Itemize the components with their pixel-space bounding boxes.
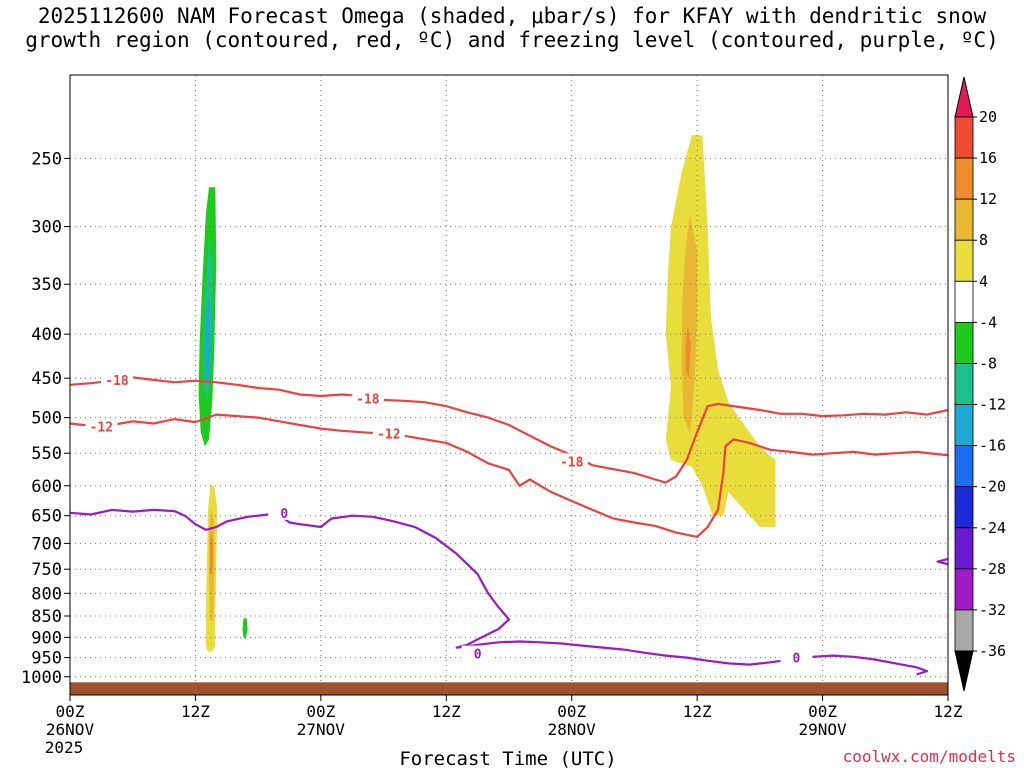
y-tick-label-300: 300 bbox=[31, 218, 62, 238]
y-tick-label-450: 450 bbox=[31, 369, 62, 389]
colorbar-segment-10 bbox=[954, 486, 974, 529]
omega-region-green-spot-lower bbox=[242, 618, 248, 640]
colorbar-segment-8 bbox=[954, 404, 974, 447]
contour-label-dgz-minus18: -18 bbox=[560, 455, 584, 470]
colorbar-segment-2 bbox=[954, 157, 974, 200]
colorbar-segment-1 bbox=[954, 116, 974, 159]
grid-layer bbox=[70, 75, 948, 695]
colorbar-label-12: -32 bbox=[979, 601, 1006, 619]
contour-freezing-level bbox=[69, 508, 929, 676]
contour-dgz-minus18 bbox=[69, 376, 949, 484]
contour-label-freezing-level: 0 bbox=[474, 648, 482, 663]
contour-label-bg-freezing-level bbox=[461, 645, 494, 661]
x-tick-date-24: 27NOV bbox=[297, 720, 346, 739]
x-tick-time-72: 00Z bbox=[808, 702, 837, 721]
x-tick-date-72: 29NOV bbox=[798, 720, 847, 739]
colorbar-segment-6 bbox=[954, 321, 974, 364]
colorbar-segment-7 bbox=[954, 363, 974, 405]
contour-label-bg-freezing-level bbox=[268, 504, 301, 520]
colorbar-label-3: 8 bbox=[979, 231, 988, 249]
colorbar-label-8: -16 bbox=[979, 437, 1006, 455]
y-tick-label-500: 500 bbox=[31, 409, 62, 429]
contour-label-bg-freezing-level bbox=[780, 649, 813, 665]
axes-layer: 2503003504004505005506006507007508008509… bbox=[21, 74, 963, 757]
x-tick-time-48: 00Z bbox=[557, 702, 586, 721]
y-tick-label-750: 750 bbox=[31, 560, 62, 580]
contour-freezing-level-edge bbox=[936, 558, 949, 566]
colorbar-segment-12 bbox=[954, 568, 974, 611]
colorbar-segment-4 bbox=[954, 239, 974, 282]
x-tick-time-60: 12Z bbox=[683, 702, 712, 721]
y-tick-label-550: 550 bbox=[31, 444, 62, 464]
ground-surface bbox=[70, 682, 948, 695]
colorbar-label-2: 12 bbox=[979, 190, 997, 208]
contour-label-freezing-level: 0 bbox=[793, 652, 801, 667]
contour-label-dgz-minus12: -12 bbox=[90, 420, 113, 435]
y-tick-label-700: 700 bbox=[31, 534, 62, 554]
colorbar-label-4: 4 bbox=[979, 272, 988, 290]
x-tick-date-48: 28NOV bbox=[548, 720, 597, 739]
colorbar-top-triangle bbox=[954, 76, 974, 118]
contour-label-dgz-minus18: -18 bbox=[105, 374, 129, 389]
x-axis-title: Forecast Time (UTC) bbox=[399, 748, 616, 768]
credit-text: coolwx.com/modelts bbox=[843, 747, 1016, 766]
y-tick-label-400: 400 bbox=[31, 325, 62, 345]
y-tick-label-800: 800 bbox=[31, 584, 62, 604]
colorbar-segment-3 bbox=[954, 198, 974, 241]
omega-region-orange-core-main bbox=[681, 213, 698, 433]
colorbar-bottom-triangle bbox=[954, 650, 974, 692]
x-tick-year-0: 2025 bbox=[45, 738, 84, 757]
x-tick-time-36: 12Z bbox=[432, 702, 461, 721]
ground-layer bbox=[70, 682, 948, 695]
contour-label-freezing-level: 0 bbox=[280, 507, 288, 522]
colorbar-label-10: -24 bbox=[979, 519, 1006, 537]
omega-shading-layer bbox=[198, 135, 776, 652]
y-tick-label-650: 650 bbox=[31, 507, 62, 527]
contour-label-bg-dgz-minus12 bbox=[372, 425, 405, 441]
x-tick-time-0: 00Z bbox=[56, 702, 85, 721]
colorbar-label-5: -4 bbox=[979, 313, 997, 331]
y-tick-label-600: 600 bbox=[31, 477, 62, 497]
x-tick-time-84: 12Z bbox=[934, 702, 963, 721]
omega-region-red-core-main bbox=[685, 324, 691, 379]
y-tick-label-850: 850 bbox=[31, 607, 62, 627]
contour-label-bg-dgz-minus18 bbox=[101, 371, 134, 387]
colorbar-label-13: -36 bbox=[979, 642, 1006, 660]
y-tick-label-250: 250 bbox=[31, 149, 62, 169]
colorbar-segment-9 bbox=[954, 445, 974, 488]
chart-title: 2025112600 NAM Forecast Omega (shaded, μ… bbox=[25, 4, 999, 52]
colorbar-label-7: -12 bbox=[979, 396, 1006, 414]
colorbar-segment-5 bbox=[954, 280, 974, 323]
omega-region-blue-core-upper bbox=[204, 294, 211, 387]
colorbar-label-11: -28 bbox=[979, 560, 1006, 578]
x-tick-date-0: 26NOV bbox=[46, 720, 95, 739]
y-tick-label-950: 950 bbox=[31, 649, 62, 669]
y-tick-label-350: 350 bbox=[31, 275, 62, 295]
contour-layer: -18 -18 -18 -12 -12 0 0 0 bbox=[69, 371, 949, 676]
x-tick-time-24: 00Z bbox=[306, 702, 335, 721]
contour-label-bg-dgz-minus18 bbox=[555, 453, 588, 469]
y-tick-label-900: 900 bbox=[31, 628, 62, 648]
colorbar-layer: 20 16 12 8 4 -4 -8 -12 -16 -20 -24 -28 -32 -36 bbox=[954, 76, 1006, 692]
contour-dgz-minus12 bbox=[69, 413, 949, 539]
contour-label-dgz-minus18: -18 bbox=[356, 392, 380, 407]
plot-frame bbox=[69, 74, 949, 696]
colorbar-label-6: -8 bbox=[979, 354, 997, 372]
colorbar-label-1: 16 bbox=[979, 149, 997, 167]
colorbar-label-9: -20 bbox=[979, 478, 1006, 496]
contour-label-bg-dgz-minus12 bbox=[85, 418, 118, 434]
contour-label-bg-dgz-minus18 bbox=[351, 390, 384, 406]
y-tick-label-1000: 1000 bbox=[21, 668, 62, 688]
colorbar-segment-11 bbox=[954, 527, 974, 570]
contour-label-dgz-minus12: -12 bbox=[377, 428, 400, 443]
colorbar-segment-13 bbox=[954, 609, 974, 652]
x-tick-time-12: 12Z bbox=[181, 702, 210, 721]
colorbar-label-0: 20 bbox=[979, 108, 997, 126]
